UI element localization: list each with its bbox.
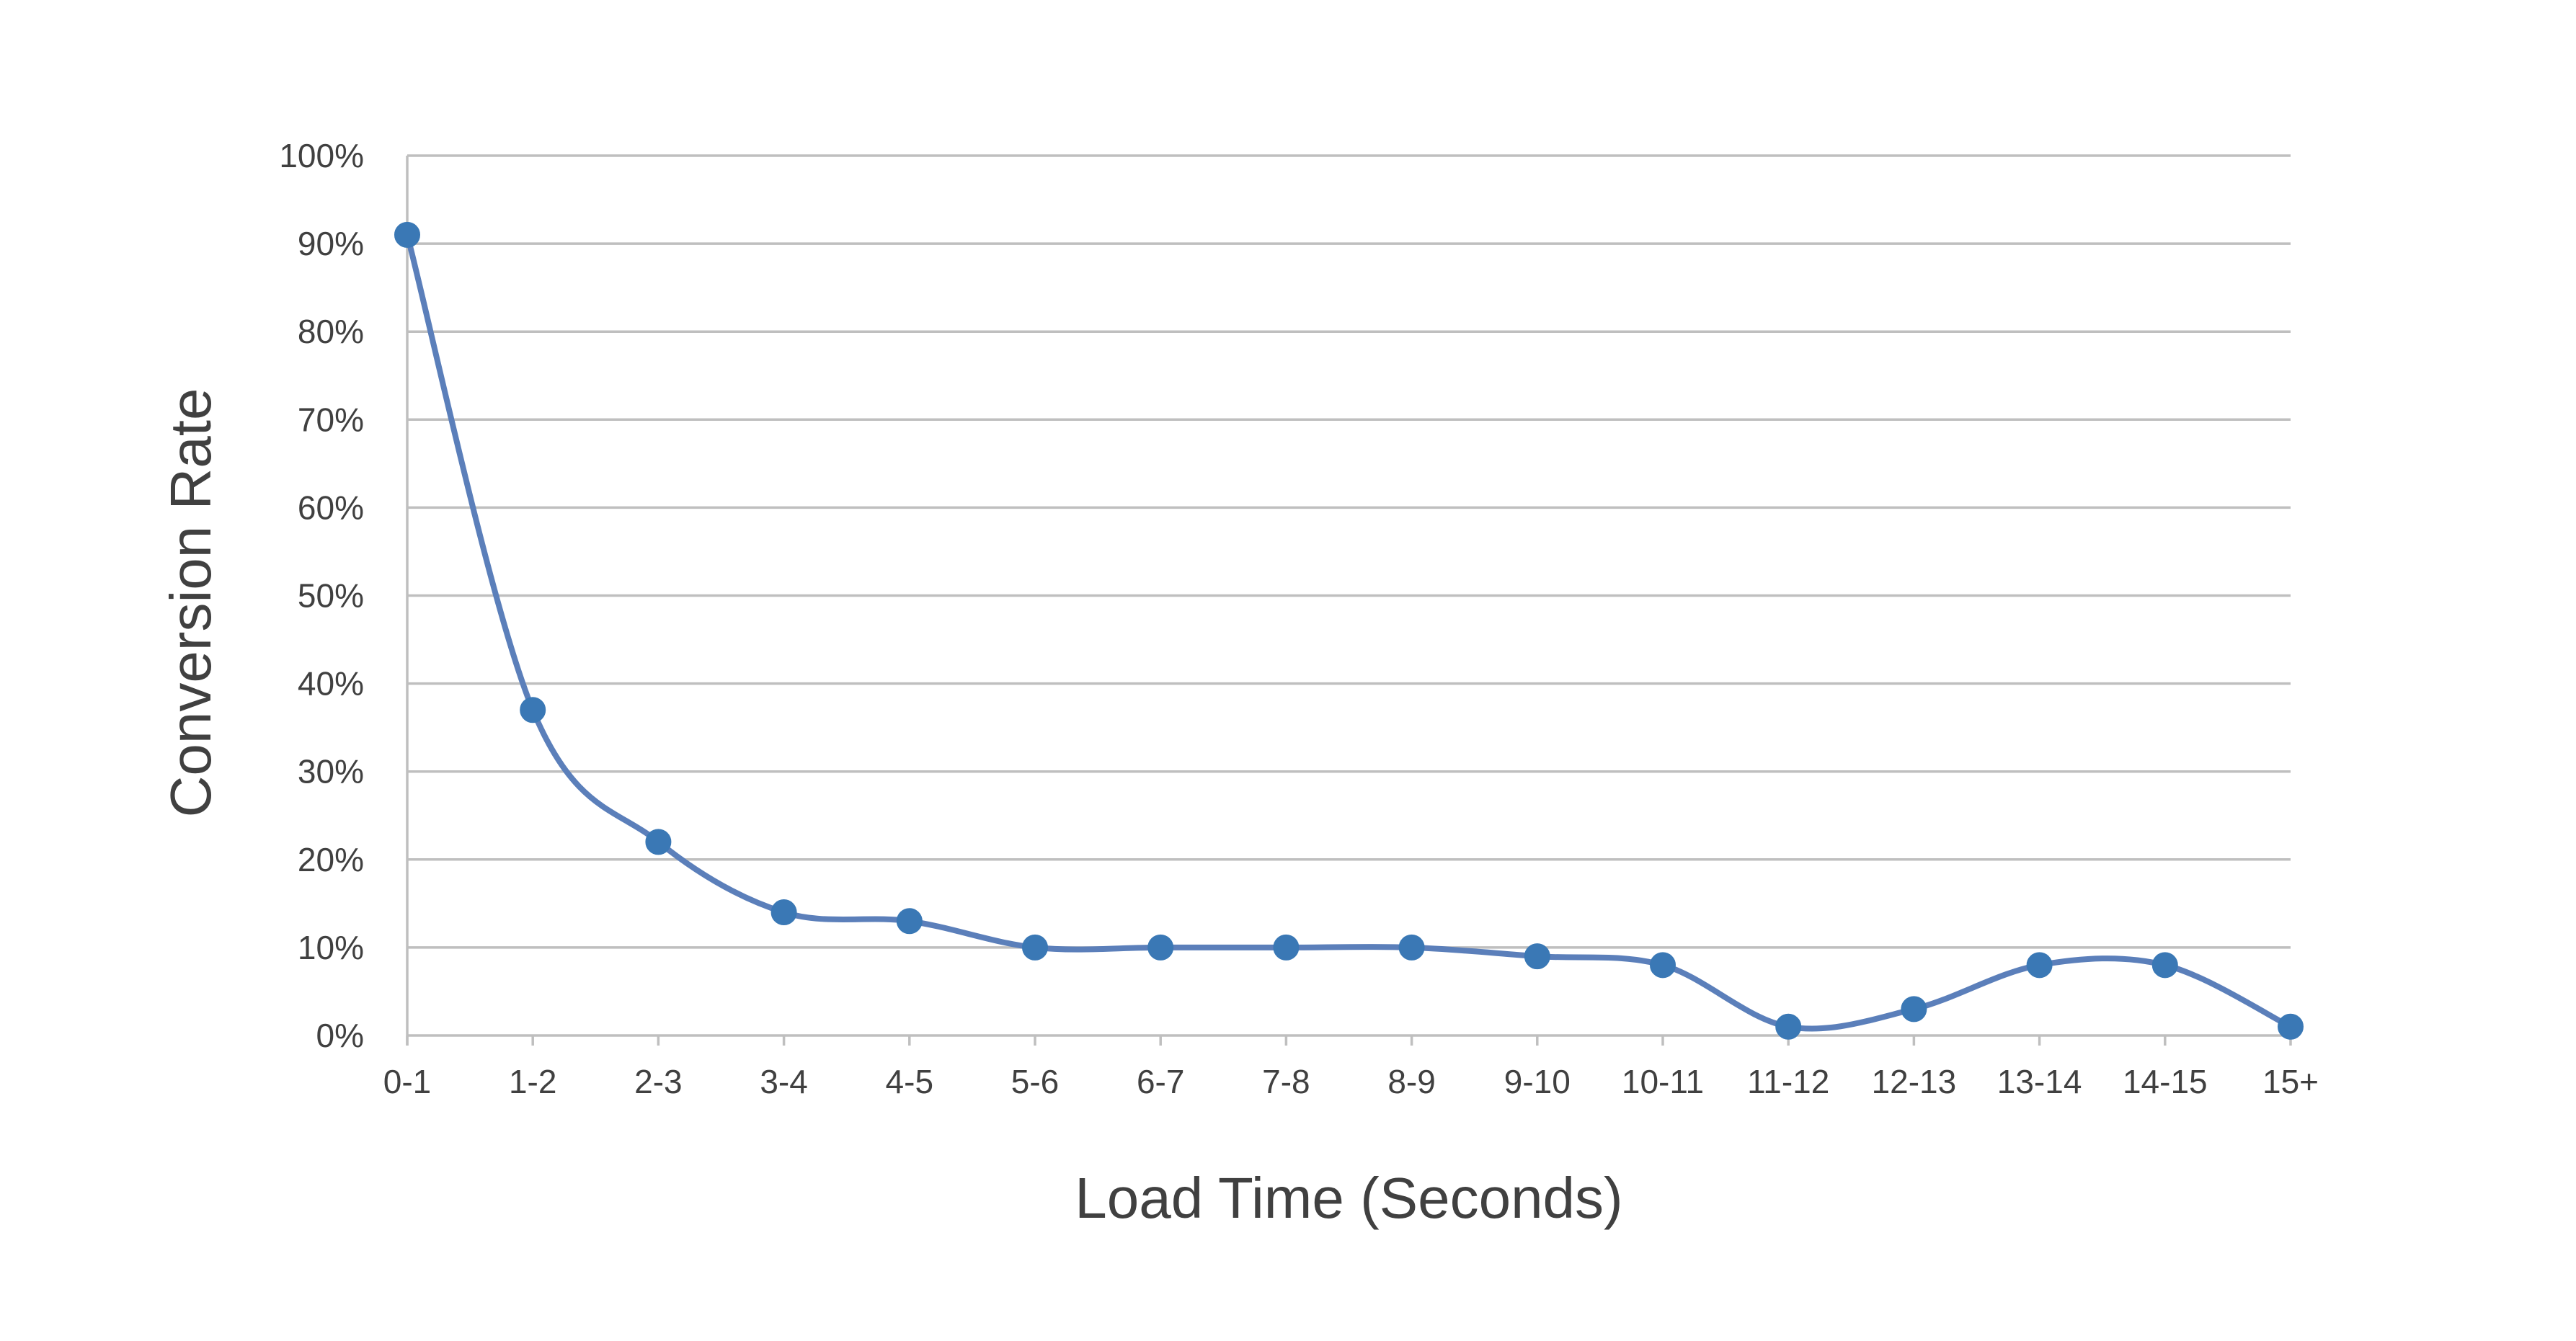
y-tick-label: 30% bbox=[298, 753, 364, 790]
data-point-14-15 bbox=[2151, 952, 2178, 979]
x-axis-title: Load Time (Seconds) bbox=[1075, 1166, 1622, 1230]
x-tick-label: 7-8 bbox=[1262, 1063, 1310, 1100]
gridlines bbox=[406, 154, 2292, 1046]
series-line-group bbox=[404, 231, 2293, 1032]
x-tick-label: 14-15 bbox=[2123, 1063, 2208, 1100]
x-tick-label: 15+ bbox=[2262, 1063, 2319, 1100]
x-tick-label: 13-14 bbox=[1997, 1063, 2082, 1100]
data-point-10-11 bbox=[1650, 952, 1676, 979]
y-tick-label: 70% bbox=[298, 401, 364, 438]
x-tick-label: 2-3 bbox=[634, 1063, 682, 1100]
x-tick-label: 1-2 bbox=[509, 1063, 556, 1100]
series-line bbox=[404, 231, 2293, 1032]
data-point-4-5 bbox=[896, 908, 923, 935]
x-tick-label: 8-9 bbox=[1387, 1063, 1435, 1100]
data-point-7-8 bbox=[1273, 934, 1300, 961]
x-tick-label: 11-12 bbox=[1747, 1063, 1829, 1100]
data-point-2-3 bbox=[645, 829, 672, 855]
data-point-12-13 bbox=[1901, 996, 1927, 1023]
data-points bbox=[394, 221, 2304, 1040]
data-point-9-10 bbox=[1524, 943, 1550, 970]
data-point-5-6 bbox=[1022, 934, 1048, 961]
x-tick-label: 10-11 bbox=[1622, 1063, 1704, 1100]
x-tick-label: 6-7 bbox=[1137, 1063, 1184, 1100]
x-tick-label: 5-6 bbox=[1011, 1063, 1059, 1100]
data-point-1-2 bbox=[520, 697, 546, 723]
y-tick-label: 40% bbox=[298, 665, 364, 703]
x-tick-label: 9-10 bbox=[1504, 1063, 1571, 1100]
x-tick-label: 3-4 bbox=[760, 1063, 807, 1100]
y-tick-label: 60% bbox=[298, 489, 364, 526]
data-point-3-4 bbox=[770, 899, 797, 926]
data-point-13-14 bbox=[2026, 952, 2053, 979]
x-tick-label: 4-5 bbox=[886, 1063, 933, 1100]
x-tick-label: 12-13 bbox=[1872, 1063, 1957, 1100]
data-point-15+ bbox=[2278, 1013, 2304, 1040]
y-tick-label: 100% bbox=[279, 137, 364, 174]
y-tick-label: 0% bbox=[316, 1017, 364, 1054]
y-tick-label: 80% bbox=[298, 313, 364, 350]
data-point-8-9 bbox=[1398, 934, 1425, 961]
data-point-6-7 bbox=[1147, 934, 1174, 961]
x-tick-label: 0-1 bbox=[383, 1063, 431, 1100]
x-axis-tick-labels: 0-1 1-2 2-3 3-4 4-5 5-6 6-7 7-8 8-9 9-10 10-11 11-1… bbox=[383, 1063, 2319, 1100]
y-tick-label: 50% bbox=[298, 577, 364, 615]
y-tick-label: 10% bbox=[298, 929, 364, 966]
data-point-0-1 bbox=[394, 221, 420, 248]
y-tick-label: 20% bbox=[298, 841, 364, 878]
y-tick-label: 90% bbox=[298, 225, 364, 262]
data-point-11-12 bbox=[1775, 1013, 1802, 1040]
y-axis-tick-labels: 0% 10% 20% 30% 40% 50% 60% 70% 80% 90% 100% bbox=[279, 137, 364, 1054]
y-axis-title: Conversion Rate bbox=[159, 388, 223, 818]
